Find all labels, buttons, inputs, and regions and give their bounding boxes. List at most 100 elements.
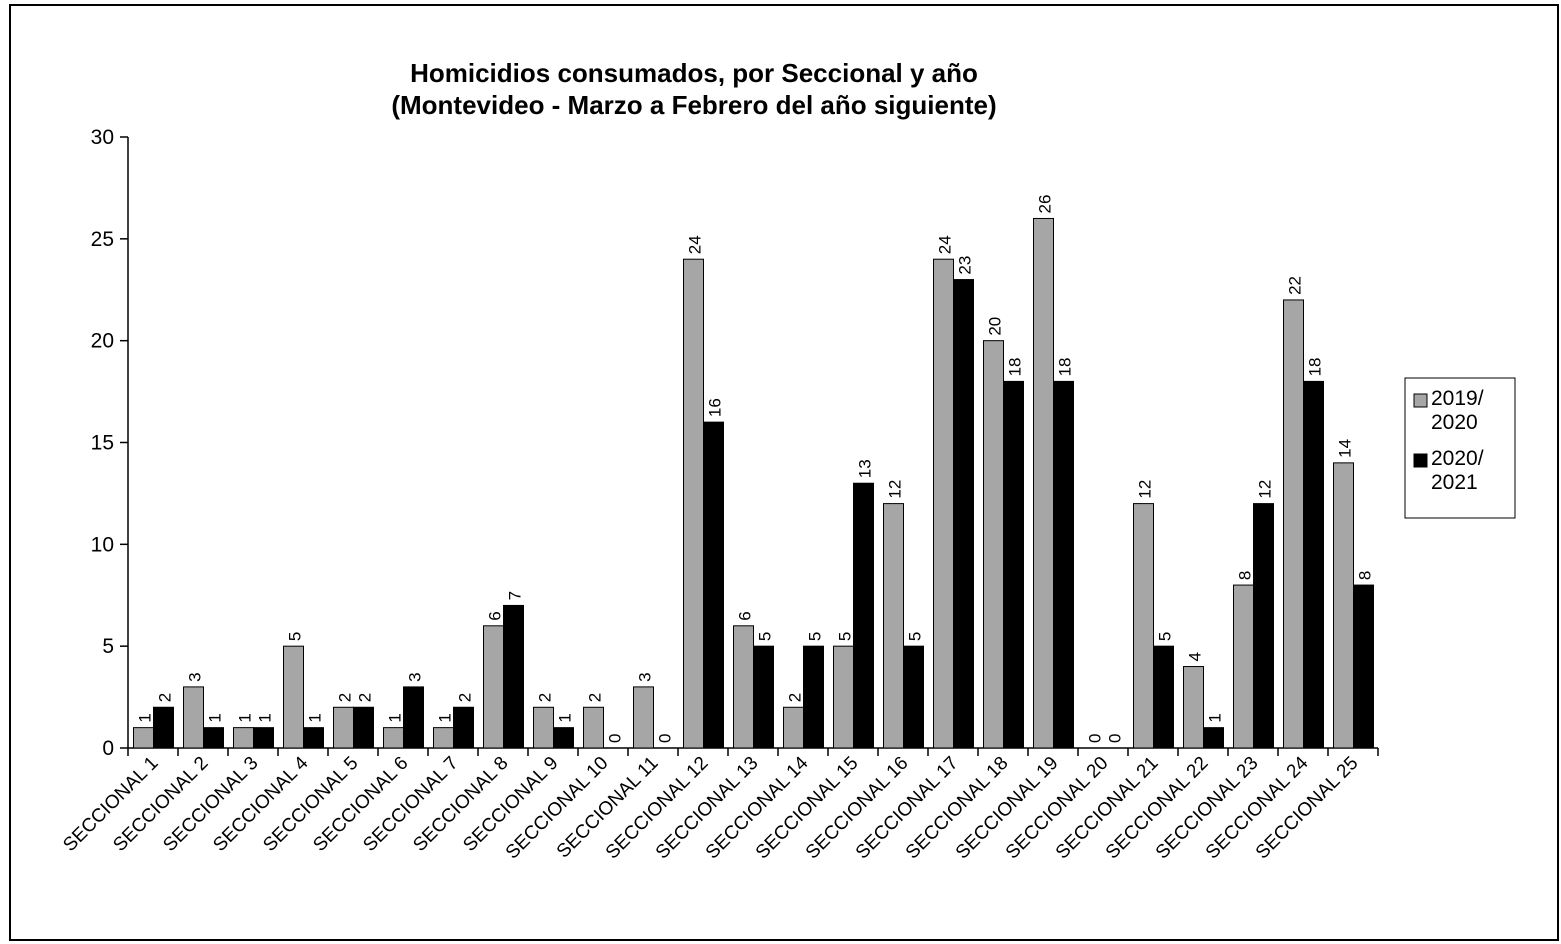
y-tick-label: 15 [91,432,114,455]
value-label: 0 [1086,734,1105,743]
bar [153,706,174,749]
value-label: 24 [936,235,955,254]
value-label: 3 [636,672,655,681]
value-label: 18 [1006,357,1025,376]
value-label: 1 [256,713,275,722]
bar [883,503,904,749]
value-label: 1 [136,713,155,722]
bar [533,706,554,749]
bar [553,727,574,749]
y-tick-label: 5 [102,635,114,658]
bar [1153,645,1174,749]
value-label: 2 [156,693,175,702]
bar [733,625,754,749]
value-label: 12 [1136,480,1155,499]
bar [283,645,304,749]
bar [483,625,504,749]
bar [953,279,974,749]
bar [803,645,824,749]
value-label: 1 [236,713,255,722]
bar [383,727,404,749]
bar [633,686,654,749]
value-label: 12 [886,480,905,499]
value-label: 13 [856,459,875,478]
value-label: 1 [306,713,325,722]
bar [703,421,724,749]
value-label: 2 [586,693,605,702]
legend-swatch [1413,453,1428,468]
value-label: 7 [506,591,525,600]
legend-label: 2019/2020 [1431,387,1484,434]
value-label: 2 [356,693,375,702]
value-label: 22 [1286,276,1305,295]
value-label: 3 [406,672,425,681]
value-label: 5 [756,632,775,641]
value-label: 5 [836,632,855,641]
chart-subtitle: (Montevideo - Marzo a Febrero del año si… [391,90,996,120]
bar [333,706,354,749]
value-label: 2 [336,693,355,702]
value-label: 16 [706,398,725,417]
bar [903,645,924,749]
bar [203,727,224,749]
value-label: 3 [186,672,205,681]
bar [1233,584,1254,749]
bar [933,258,954,749]
bar [353,706,374,749]
value-label: 5 [1156,632,1175,641]
bar [433,727,454,749]
value-label: 5 [806,632,825,641]
value-label: 1 [436,713,455,722]
value-label: 12 [1256,480,1275,499]
bar [403,686,424,749]
value-label: 1 [1206,713,1225,722]
value-label: 1 [386,713,405,722]
y-tick-label: 25 [91,228,114,251]
value-label: 0 [656,734,675,743]
value-label: 23 [956,256,975,275]
bar [683,258,704,749]
value-label: 18 [1306,357,1325,376]
bar [1053,380,1074,749]
bar [253,727,274,749]
y-tick-label: 30 [91,126,114,149]
value-label: 5 [906,632,925,641]
bar [1033,217,1054,749]
value-label: 18 [1056,357,1075,376]
value-label: 1 [206,713,225,722]
bar [303,727,324,749]
bar [753,645,774,749]
y-tick-label: 20 [91,330,114,353]
bar [1283,299,1304,749]
legend-label: 2020/2021 [1431,447,1484,494]
value-label: 26 [1036,195,1055,214]
chart-border [9,4,1559,941]
value-label: 8 [1356,571,1375,580]
value-label: 0 [606,734,625,743]
bar [503,604,524,749]
bar [783,706,804,749]
bar [983,340,1004,749]
value-label: 1 [556,713,575,722]
value-label: 14 [1336,439,1355,458]
bar [183,686,204,749]
value-label: 2 [456,693,475,702]
chart-title: Homicidios consumados, por Seccional y a… [410,58,978,88]
value-label: 24 [686,235,705,254]
bar [1203,727,1224,749]
legend-swatch [1413,393,1428,408]
value-label: 0 [1106,734,1125,743]
value-label: 6 [736,611,755,620]
bar [453,706,474,749]
bar [1253,503,1274,749]
value-label: 2 [536,693,555,702]
bar [1183,666,1204,749]
bar [583,706,604,749]
bar [233,727,254,749]
bar [1353,584,1374,749]
value-label: 20 [986,317,1005,336]
bar [133,727,154,749]
value-label: 5 [286,632,305,641]
